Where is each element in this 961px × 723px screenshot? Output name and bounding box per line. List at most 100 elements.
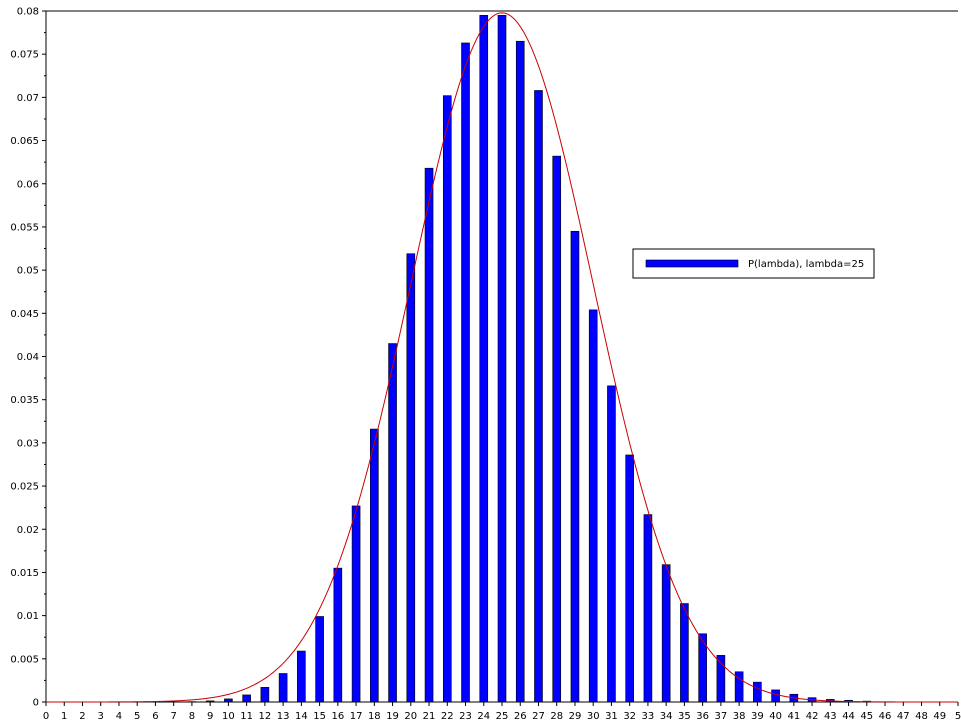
- x-tick-label: 27: [532, 711, 545, 722]
- y-tick-label: 0.07: [17, 93, 39, 104]
- y-tick-label: 0.04: [17, 352, 39, 363]
- bar: [333, 567, 343, 703]
- y-tick-label: 0.08: [17, 7, 39, 18]
- bar: [424, 167, 434, 703]
- y-axis-ticks: 0 0.005 0.01 0.015 0.02 0.025 0.03 0.035 0.04 0.0…: [10, 7, 46, 709]
- x-tick-label: 29: [569, 711, 582, 722]
- y-tick-label: 0: [33, 698, 39, 709]
- bar: [625, 454, 634, 703]
- x-tick-label: 4: [116, 711, 122, 722]
- y-tick-label: 0.065: [10, 136, 39, 147]
- y-tick-label: 0.06: [17, 179, 39, 190]
- bar: [497, 15, 507, 703]
- y-tick-label: 0.035: [10, 395, 39, 406]
- bar: [315, 616, 324, 703]
- legend-label: P(lambda), lambda=25: [748, 259, 864, 270]
- x-tick-label: 13: [277, 711, 290, 722]
- x-tick-label: 17: [350, 711, 363, 722]
- bar: [661, 564, 671, 703]
- y-tick-label: 0.015: [10, 568, 39, 579]
- x-tick-label: 48: [915, 711, 928, 722]
- x-tick-label: 35: [678, 711, 691, 722]
- x-tick-label: 22: [441, 711, 454, 722]
- y-tick-label: 0.075: [10, 50, 39, 61]
- x-tick-label: 15: [313, 711, 326, 722]
- y-tick-label: 0.05: [17, 266, 39, 277]
- x-tick-label: 23: [459, 711, 472, 722]
- normal-curve-group: [46, 12, 958, 703]
- x-tick-label: 5: [955, 711, 961, 722]
- x-tick-label: 24: [477, 711, 490, 722]
- bar: [643, 514, 653, 703]
- y-tick-label: 0.03: [17, 438, 39, 449]
- x-tick-label: 18: [368, 711, 381, 722]
- x-tick-label: 30: [587, 711, 600, 722]
- bar: [680, 603, 689, 703]
- x-tick-label: 2: [79, 711, 85, 722]
- bar: [607, 385, 616, 703]
- bar: [297, 650, 306, 703]
- x-tick-label: 21: [423, 711, 436, 722]
- bar: [388, 343, 397, 703]
- x-tick-label: 41: [787, 711, 800, 722]
- x-tick-label: 31: [605, 711, 618, 722]
- x-tick-label: 28: [550, 711, 563, 722]
- x-tick-label: 11: [240, 711, 253, 722]
- x-tick-label: 3: [98, 711, 104, 722]
- x-tick-label: 43: [824, 711, 837, 722]
- x-tick-label: 9: [207, 711, 213, 722]
- y-tick-label: 0.045: [10, 309, 39, 320]
- x-tick-label: 39: [751, 711, 764, 722]
- x-tick-label: 14: [295, 711, 308, 722]
- x-tick-label: 46: [879, 711, 892, 722]
- y-tick-label: 0.01: [17, 611, 39, 622]
- bar: [753, 681, 762, 703]
- x-tick-label: 8: [189, 711, 195, 722]
- x-tick-label: 0: [43, 711, 49, 722]
- bar: [370, 428, 379, 703]
- bar: [515, 40, 525, 703]
- bar: [278, 673, 288, 703]
- x-tick-label: 19: [386, 711, 399, 722]
- x-tick-label: 6: [152, 711, 158, 722]
- bar: [242, 694, 251, 703]
- x-tick-label: 37: [715, 711, 728, 722]
- x-tick-label: 36: [696, 711, 709, 722]
- bar: [716, 655, 726, 703]
- x-tick-label: 5: [134, 711, 140, 722]
- bar: [588, 309, 598, 703]
- x-tick-label: 45: [860, 711, 873, 722]
- bar: [534, 90, 543, 703]
- bar: [552, 155, 562, 703]
- x-tick-label: 42: [806, 711, 819, 722]
- x-axis-ticks: 0 1 2 3 4 5 6 7 8 9 10 11 12 13 14 15 16 17 18 19 20 21 22 23 24…: [43, 702, 961, 722]
- normal-curve-line: [46, 12, 958, 703]
- bar: [479, 15, 489, 703]
- bar: [205, 700, 215, 703]
- x-tick-label: 49: [933, 711, 946, 722]
- bar: [224, 698, 233, 703]
- x-tick-label: 1: [61, 711, 67, 722]
- bar: [260, 687, 270, 703]
- x-tick-label: 10: [222, 711, 235, 722]
- bar: [442, 95, 452, 703]
- legend-swatch: [645, 259, 739, 268]
- bar: [351, 505, 361, 703]
- x-tick-label: 44: [842, 711, 855, 722]
- x-tick-label: 26: [514, 711, 527, 722]
- x-tick-label: 20: [404, 711, 417, 722]
- y-tick-label: 0.02: [17, 525, 39, 536]
- x-tick-label: 16: [331, 711, 344, 722]
- bar: [461, 42, 470, 703]
- x-tick-label: 7: [170, 711, 176, 722]
- x-tick-label: 34: [660, 711, 673, 722]
- x-tick-label: 25: [496, 711, 509, 722]
- x-tick-label: 38: [733, 711, 746, 722]
- legend: P(lambda), lambda=25: [632, 248, 875, 279]
- x-tick-label: 12: [259, 711, 272, 722]
- x-tick-label: 40: [769, 711, 782, 722]
- y-tick-label: 0.005: [10, 654, 39, 665]
- bars-group: [169, 15, 872, 703]
- x-tick-label: 33: [642, 711, 655, 722]
